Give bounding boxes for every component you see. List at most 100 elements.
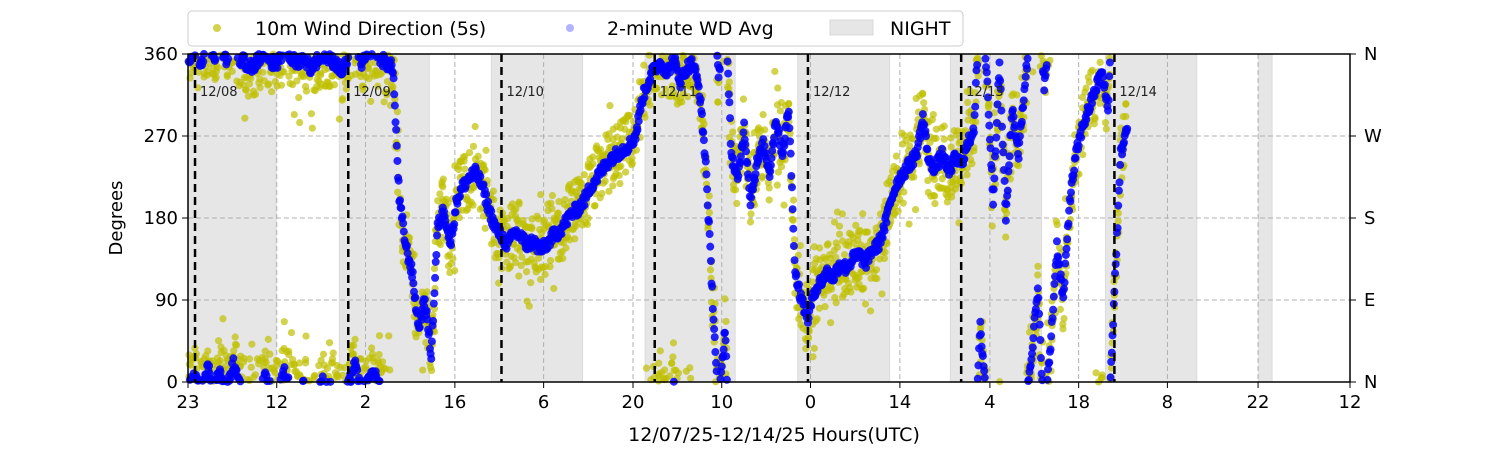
wd-5s-point bbox=[852, 221, 860, 229]
wd-avg-point bbox=[411, 293, 420, 302]
wd-5s-point bbox=[626, 111, 634, 120]
wd-5s-point bbox=[1025, 328, 1034, 336]
wd-5s-point bbox=[940, 122, 948, 130]
wd-avg-point bbox=[420, 295, 429, 304]
wd-5s-point bbox=[964, 98, 972, 107]
wd-5s-point bbox=[375, 350, 383, 359]
wd-avg-point bbox=[874, 245, 883, 254]
wd-5s-point bbox=[1096, 99, 1104, 107]
wd-5s-point bbox=[731, 186, 740, 194]
wd-5s-point bbox=[482, 146, 490, 154]
wd-5s-point bbox=[721, 295, 729, 303]
wd-5s-point bbox=[295, 94, 303, 102]
wd-avg-point bbox=[353, 366, 362, 375]
wd-avg-point bbox=[1026, 361, 1035, 370]
wd-avg-point bbox=[1065, 206, 1074, 215]
wd-avg-point bbox=[484, 197, 493, 206]
wd-avg-point bbox=[691, 65, 700, 74]
wd-5s-point bbox=[1060, 314, 1068, 323]
y-tick-label: 0 bbox=[167, 372, 178, 393]
wd-5s-point bbox=[773, 181, 781, 189]
wd-avg-point bbox=[1000, 176, 1009, 185]
wd-5s-point bbox=[255, 360, 263, 368]
wd-avg-point bbox=[995, 58, 1004, 67]
wd-5s-point bbox=[329, 349, 337, 357]
y-tick-label-compass: N bbox=[1364, 372, 1377, 393]
wd-avg-point bbox=[706, 242, 715, 251]
wd-5s-point bbox=[264, 335, 272, 343]
wd-avg-point bbox=[977, 342, 986, 351]
wd-5s-point bbox=[808, 278, 817, 286]
x-tick-label: 18 bbox=[1067, 392, 1090, 413]
day-label: 12/09 bbox=[353, 85, 390, 100]
wd-5s-point bbox=[894, 207, 902, 215]
wd-5s-point bbox=[911, 206, 920, 214]
wd-5s-point bbox=[878, 290, 886, 298]
wd-avg-point bbox=[476, 172, 485, 181]
wd-5s-point bbox=[386, 366, 394, 374]
wd-5s-point bbox=[686, 374, 695, 382]
wd-avg-point bbox=[699, 136, 708, 145]
wd-5s-point bbox=[971, 89, 979, 97]
y-tick-label: 270 bbox=[144, 126, 178, 147]
wd-avg-point bbox=[997, 106, 1006, 115]
wd-avg-point bbox=[976, 330, 985, 339]
wd-avg-point bbox=[703, 201, 712, 210]
wd-5s-point bbox=[809, 353, 817, 361]
wd-5s-point bbox=[231, 333, 239, 341]
wd-5s-point bbox=[909, 135, 917, 143]
wd-5s-point bbox=[899, 199, 907, 207]
wd-5s-point bbox=[349, 350, 358, 358]
wd-avg-point bbox=[1028, 343, 1037, 352]
wd-avg-point bbox=[389, 74, 398, 83]
wd-5s-point bbox=[970, 147, 978, 155]
wd-avg-point bbox=[983, 93, 992, 102]
wd-5s-point bbox=[419, 366, 427, 374]
wd-5s-point bbox=[333, 371, 341, 379]
wd-5s-point bbox=[873, 274, 881, 283]
wd-5s-point bbox=[335, 115, 343, 123]
wd-5s-point bbox=[855, 274, 863, 282]
wd-avg-point bbox=[694, 82, 703, 91]
wd-avg-point bbox=[1034, 293, 1043, 302]
wd-5s-point bbox=[323, 364, 331, 372]
wd-5s-point bbox=[378, 358, 387, 366]
wd-avg-point bbox=[1009, 112, 1018, 121]
wd-5s-point bbox=[790, 236, 799, 244]
wd-5s-point bbox=[785, 100, 793, 108]
wd-5s-point bbox=[194, 68, 203, 76]
wd-avg-point bbox=[409, 279, 418, 288]
wd-5s-point bbox=[572, 222, 580, 230]
wd-avg-point bbox=[395, 196, 404, 205]
x-tick-label: 10 bbox=[710, 392, 733, 413]
wd-avg-point bbox=[425, 328, 434, 337]
wd-avg-point bbox=[1008, 105, 1017, 114]
wd-avg-point bbox=[775, 125, 784, 134]
wd-avg-point bbox=[1052, 237, 1061, 246]
wd-avg-point bbox=[636, 106, 645, 115]
wd-avg-point bbox=[427, 354, 436, 363]
wd-avg-point bbox=[768, 146, 777, 155]
wd-avg-point bbox=[909, 160, 918, 169]
wd-avg-point bbox=[1005, 152, 1014, 161]
wd-avg-point bbox=[487, 207, 496, 216]
wd-5s-point bbox=[1034, 271, 1042, 279]
axes: 23 12 2 16 6 20 10 0 14 4 18 8 22 12 0 N 90 E 180 S 270 W 360 N bbox=[144, 44, 1382, 413]
wd-avg-point bbox=[923, 145, 932, 154]
wd-avg-point bbox=[721, 336, 730, 345]
wd-avg-point bbox=[390, 90, 399, 99]
wd-avg-point bbox=[705, 230, 714, 239]
wd-5s-point bbox=[840, 251, 849, 259]
wd-5s-point bbox=[506, 262, 514, 270]
wd-avg-point bbox=[265, 376, 274, 385]
wd-avg-point bbox=[1042, 61, 1051, 70]
wd-5s-point bbox=[280, 68, 288, 76]
wd-avg-point bbox=[211, 55, 220, 64]
wd-avg-point bbox=[280, 363, 289, 372]
wd-5s-point bbox=[771, 67, 779, 76]
wd-5s-point bbox=[864, 228, 872, 236]
wd-5s-point bbox=[604, 135, 612, 143]
wd-5s-point bbox=[584, 214, 592, 222]
wd-avg-point bbox=[992, 133, 1001, 142]
wd-5s-point bbox=[759, 111, 767, 119]
